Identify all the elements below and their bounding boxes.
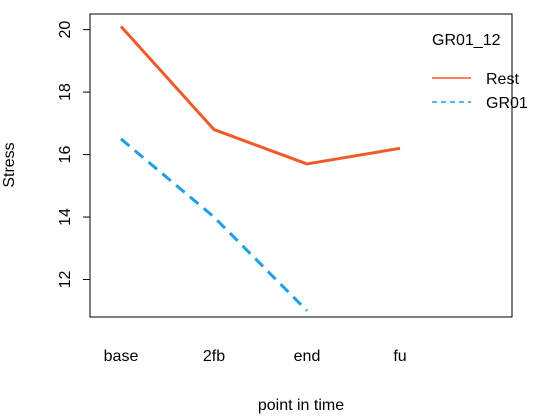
y-axis: 12 14 16 18 20 xyxy=(57,21,91,289)
x-tick-label: base xyxy=(104,348,139,365)
x-axis-label: point in time xyxy=(258,397,344,414)
series-line-rest xyxy=(119,25,401,166)
series-line-gr01 xyxy=(120,137,309,312)
y-tick-label: 16 xyxy=(57,146,74,164)
y-tick-label: 20 xyxy=(57,21,74,39)
y-tick-label: 18 xyxy=(57,83,74,101)
legend-label: Rest xyxy=(486,71,519,88)
x-tick-label: end xyxy=(294,348,321,365)
y-tick-label: 12 xyxy=(57,271,74,289)
legend-label: GR01 xyxy=(486,95,528,112)
y-tick-label: 14 xyxy=(57,208,74,226)
legend-title: GR01_12 xyxy=(432,32,501,49)
x-tick-label: 2fb xyxy=(203,348,225,365)
legend: GR01_12 Rest GR01 xyxy=(432,32,528,112)
x-tick-label: fu xyxy=(393,348,406,365)
x-axis: base 2fb end fu xyxy=(104,348,407,365)
y-axis-label: Stress xyxy=(1,142,18,187)
